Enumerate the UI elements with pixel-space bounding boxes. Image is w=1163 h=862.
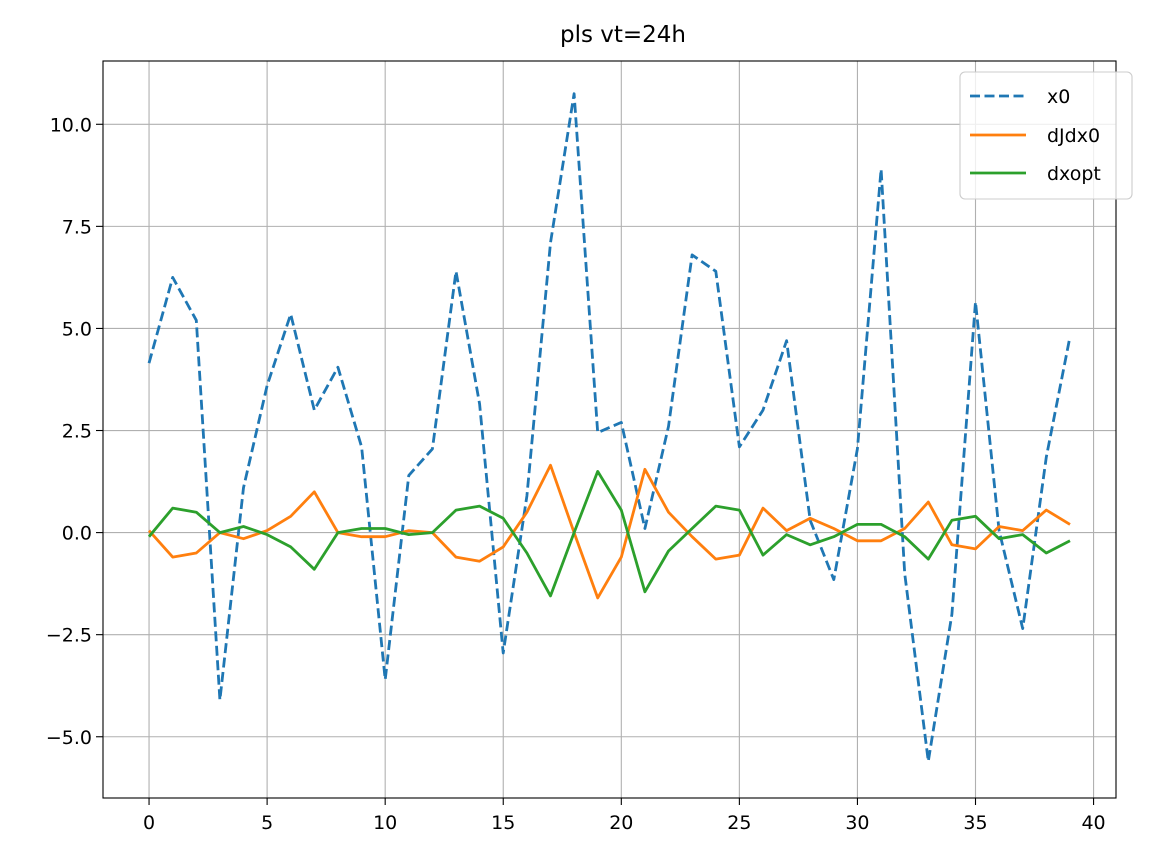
- series-line-dxopt: [147, 469, 1071, 598]
- y-tick-label: 2.5: [62, 421, 92, 443]
- legend: x0 dJdx0 dxopt: [959, 71, 1133, 200]
- plot-area-frame: [102, 60, 1117, 799]
- chart-title: pls vt=24h: [560, 22, 686, 48]
- y-tick-label: 5.0: [62, 318, 92, 340]
- legend-label-dxopt: dxopt: [1047, 163, 1101, 185]
- x-tick-label: 25: [727, 812, 751, 834]
- y-tick-label: −5.0: [46, 727, 92, 749]
- series-line-x0: [147, 92, 1072, 763]
- x-tick-label: 10: [373, 812, 397, 834]
- grid: [103, 61, 1116, 798]
- y-tick-label: 7.5: [62, 216, 92, 238]
- x-axis-ticks: 0 5 10 15 20 25 30 35 40: [143, 798, 1106, 834]
- legend-label-x0: x0: [1047, 86, 1070, 108]
- y-tick-label: 0.0: [62, 523, 92, 545]
- y-tick-label: 10.0: [50, 114, 92, 136]
- x-tick-label: 40: [1081, 812, 1105, 834]
- x-tick-label: 0: [143, 812, 155, 834]
- y-axis-ticks: −5.0 −2.5 0.0 2.5 5.0 7.5 10.0: [46, 114, 103, 749]
- series-lines: [147, 92, 1072, 763]
- x-tick-label: 5: [261, 812, 273, 834]
- legend-label-djdx0: dJdx0: [1047, 125, 1100, 147]
- x-tick-label: 15: [491, 812, 515, 834]
- legend-box: [959, 71, 1133, 200]
- x-tick-label: 35: [963, 812, 987, 834]
- series-line-djdx0: [147, 463, 1071, 600]
- x-tick-label: 30: [845, 812, 869, 834]
- y-tick-label: −2.5: [46, 625, 92, 647]
- x-tick-label: 20: [609, 812, 633, 834]
